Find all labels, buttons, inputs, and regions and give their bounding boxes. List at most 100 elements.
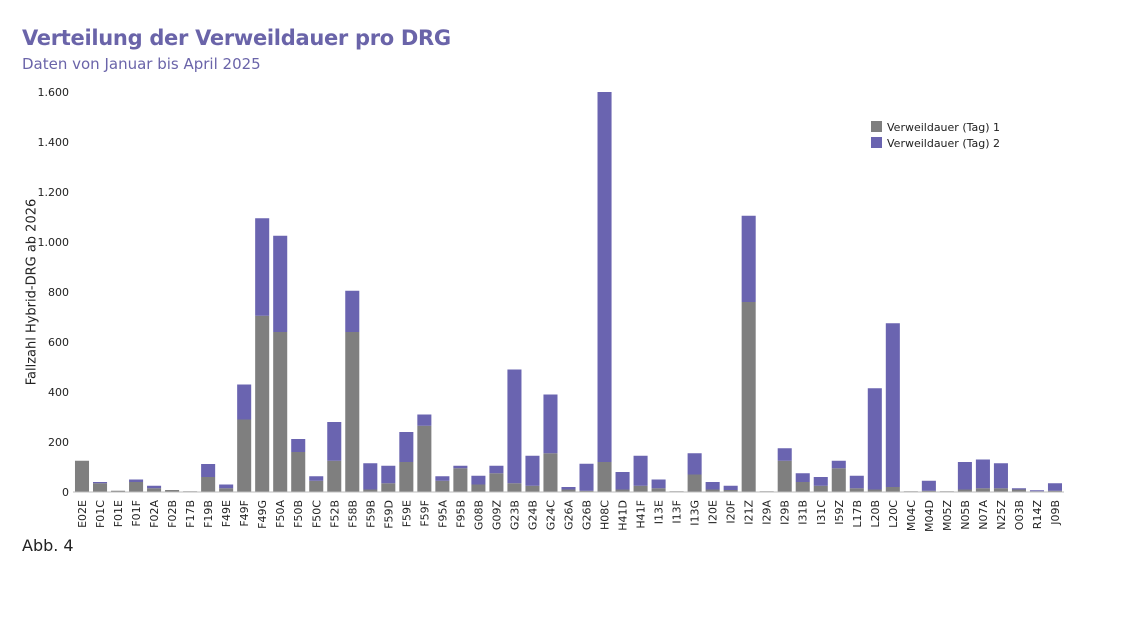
x-category-label: G26B — [581, 500, 594, 530]
x-category-label: I20F — [725, 500, 738, 524]
bar-segment-series-1 — [921, 490, 936, 492]
bar-segment-series-2 — [1011, 488, 1026, 490]
bar-segment-series-2 — [507, 369, 522, 484]
bar-segment-series-1 — [471, 484, 486, 492]
y-tick-label: 0 — [62, 486, 69, 499]
x-category-label: F49E — [220, 500, 233, 527]
bar-segment-series-2 — [471, 475, 486, 485]
bar-segment-series-1 — [165, 490, 180, 492]
bar-segment-series-2 — [309, 476, 324, 481]
bar-segment-series-1 — [705, 489, 720, 492]
bar-segment-series-1 — [993, 488, 1008, 492]
x-axis-categories: E02E F01C F01E F01F F02A F02B F17B F19B F49E F49F… — [76, 500, 1062, 532]
bar-segment-series-1 — [579, 490, 594, 492]
x-category-label: O03B — [1013, 500, 1026, 530]
bar-segment-series-1 — [327, 460, 342, 492]
bar-segment-series-2 — [219, 484, 234, 489]
bar-segment-series-1 — [201, 477, 216, 492]
bar-segment-series-2 — [975, 459, 990, 489]
bar-segment-series-1 — [93, 483, 108, 492]
x-category-label: F49G — [256, 500, 269, 529]
x-category-label: G23B — [508, 500, 521, 530]
bar-segment-series-2 — [147, 485, 162, 489]
x-category-label: R14Z — [1031, 500, 1044, 530]
bar-segment-series-1 — [687, 474, 702, 492]
bar-segment-series-1 — [561, 489, 576, 492]
x-category-label: I13G — [689, 500, 702, 526]
bar-segment-series-1 — [957, 489, 972, 492]
x-category-label: G24B — [526, 500, 539, 530]
x-category-label: F95A — [436, 500, 449, 528]
bar-segment-series-1 — [345, 332, 360, 492]
x-category-label: G24C — [544, 500, 557, 531]
bar-segment-series-2 — [489, 465, 504, 474]
x-category-label: G26A — [563, 500, 576, 531]
bar-segment-series-2 — [885, 323, 900, 487]
x-category-label: L20C — [887, 500, 900, 528]
y-tick-label: 600 — [48, 336, 69, 349]
bar-segment-series-2 — [795, 473, 810, 482]
x-category-label: F58B — [346, 500, 359, 528]
bar-segment-series-2 — [993, 463, 1008, 489]
x-category-label: N05B — [959, 500, 972, 530]
x-category-label: F50A — [274, 500, 287, 528]
bar-segment-series-1 — [885, 487, 900, 492]
x-category-label: M05Z — [941, 500, 954, 531]
bar-segment-series-2 — [273, 235, 288, 332]
x-category-label: G08B — [472, 500, 485, 530]
y-tick-label: 200 — [48, 436, 69, 449]
x-category-label: M04C — [905, 500, 918, 531]
bar-segment-series-2 — [633, 455, 648, 486]
bar-segment-series-2 — [399, 432, 414, 462]
y-tick-label: 1.400 — [38, 136, 70, 149]
bar-segment-series-2 — [831, 460, 846, 469]
bar-segment-series-2 — [417, 414, 432, 426]
bar-segment-series-2 — [867, 388, 882, 490]
legend-label-series-1: Verweildauer (Tag) 1 — [887, 121, 1000, 134]
x-category-label: H41D — [617, 500, 630, 531]
bar-segment-series-1 — [543, 453, 558, 492]
bar-segment-series-1 — [741, 302, 756, 492]
x-category-label: N07A — [977, 500, 990, 530]
x-category-label: F59D — [382, 500, 395, 529]
x-category-label: F52B — [328, 500, 341, 528]
bar-segment-series-1 — [489, 473, 504, 492]
bar-segment-series-1 — [219, 488, 234, 492]
bars — [73, 92, 1064, 493]
bar-segment-series-1 — [615, 489, 630, 492]
bar-segment-series-1 — [1047, 490, 1063, 492]
x-category-label: I21Z — [743, 500, 756, 525]
x-category-label: I31B — [797, 500, 810, 525]
bar-segment-series-1 — [507, 483, 522, 492]
bar-segment-series-1 — [831, 468, 846, 492]
y-tick-label: 400 — [48, 386, 69, 399]
bar-segment-series-2 — [777, 448, 792, 461]
x-category-label: F02B — [166, 500, 179, 528]
x-category-label: F01E — [112, 500, 125, 527]
x-category-label: I59Z — [833, 500, 846, 525]
bar-segment-series-2 — [525, 455, 540, 486]
x-category-label: F95B — [454, 500, 467, 528]
bar-segment-series-2 — [255, 218, 270, 316]
bar-segment-series-1 — [975, 488, 990, 492]
x-category-label: F01C — [94, 500, 107, 528]
bar-segment-series-1 — [111, 490, 126, 492]
bar-segment-series-1 — [309, 480, 324, 492]
x-category-label: I13E — [653, 500, 666, 524]
bar-segment-series-1 — [525, 485, 540, 492]
bar-segment-series-2 — [723, 485, 738, 490]
legend-label-series-2: Verweildauer (Tag) 2 — [887, 137, 1000, 150]
x-category-label: I31C — [815, 500, 828, 525]
bar-segment-series-1 — [147, 488, 162, 492]
bar-segment-series-1 — [453, 468, 468, 492]
bar-segment-series-1 — [417, 425, 432, 492]
x-category-label: H08C — [599, 500, 612, 530]
x-category-label: J09B — [1049, 500, 1062, 526]
bar-segment-series-1 — [723, 490, 738, 492]
bar-segment-series-1 — [255, 315, 270, 492]
bar-segment-series-2 — [453, 465, 468, 469]
legend: Verweildauer (Tag) 1 Verweildauer (Tag) 2 — [871, 121, 1000, 150]
bar-segment-series-1 — [237, 419, 252, 492]
x-category-label: F49F — [238, 500, 251, 527]
bar-segment-series-1 — [597, 462, 612, 492]
